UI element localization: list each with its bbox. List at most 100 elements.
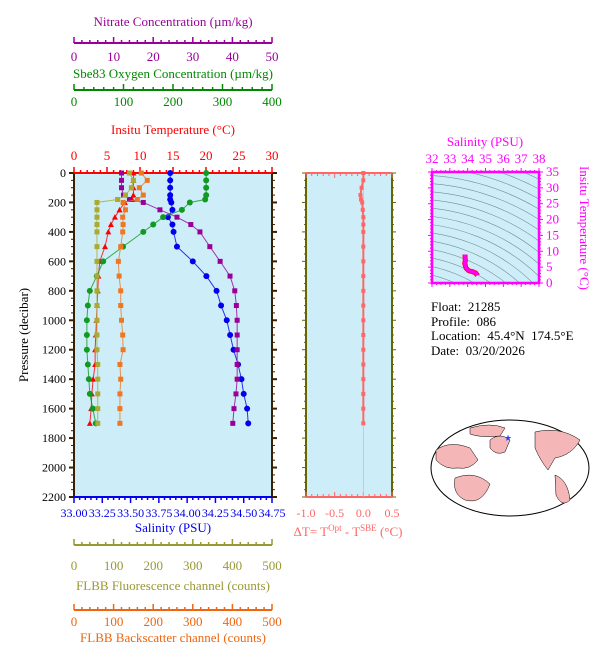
isopycnal-line (237, 247, 569, 579)
backscatter-point (118, 244, 123, 249)
nitrate-point (228, 274, 233, 279)
profile-number: Profile: 086 (431, 315, 574, 330)
nitrate-point (232, 288, 237, 293)
nitrate-point (231, 406, 236, 411)
delta-t-point (360, 186, 364, 190)
nitrate-point (233, 391, 238, 396)
backscatter-tick-label: 300 (183, 614, 203, 629)
pressure-tick-label: 1600 (42, 402, 66, 416)
location: Location: 45.4°N 174.5°E (431, 329, 574, 344)
ts-temp-axis-label: Insitu Temperature (°C) (577, 166, 592, 290)
backscatter-axis-label: FLBB Backscatter channel (counts) (80, 630, 266, 645)
fluorescence-point (95, 421, 100, 426)
ts-salinity-tick-label: 37 (515, 151, 529, 166)
salinity-point (168, 199, 174, 205)
fluorescence-point (95, 377, 100, 382)
nitrate-axis-label: Nitrate Concentration (µm/kg) (93, 14, 252, 29)
oxygen-point (187, 199, 193, 205)
delta-t-label-part: Opt (328, 523, 342, 533)
oxygen-point (86, 376, 92, 382)
oxygen-point (85, 303, 91, 309)
nitrate-tick-label: 50 (266, 49, 279, 64)
fluorescence-point (94, 222, 99, 227)
fluorescence-point (94, 288, 99, 293)
nitrate-point (235, 347, 240, 352)
salinity-tick-label: 34.00 (174, 506, 201, 520)
salinity-point (218, 303, 224, 309)
backscatter-point (145, 178, 150, 183)
ts-temp-tick-label: 30 (546, 180, 559, 195)
nitrate-point (197, 229, 202, 234)
ts-salinity-tick-label: 32 (426, 151, 439, 166)
delta-t-point (361, 348, 365, 352)
delta-t-point (361, 215, 365, 219)
fluorescence-point (94, 207, 99, 212)
delta-t-tick-label: -0.5 (325, 506, 344, 520)
ts-salinity-tick-label: 35 (479, 151, 492, 166)
delta-t-point (361, 171, 365, 175)
nitrate-point (157, 207, 162, 212)
fluorescence-point (94, 318, 99, 323)
oxygen-point (85, 361, 91, 367)
salinity-point (190, 258, 196, 264)
nitrate-tick-label: 40 (226, 49, 239, 64)
salinity-point (227, 332, 233, 338)
nitrate-point (235, 333, 240, 338)
delta-t-point (361, 421, 365, 425)
fluorescence-point (94, 347, 99, 352)
ts-salinity-axis-label: Salinity (PSU) (447, 134, 523, 149)
backscatter-point (137, 185, 142, 190)
delta-t-axis-label: ΔT= TOpt - TSBE (°C) (294, 523, 403, 539)
delta-t-point (361, 392, 365, 396)
fluorescence-tick-label: 200 (143, 558, 163, 573)
pressure-tick-label: 800 (48, 284, 66, 298)
delta-t-tick-label: -1.0 (297, 506, 316, 520)
fluorescence-point (94, 215, 99, 220)
fluorescence-point (115, 197, 120, 202)
nitrate-tick-label: 30 (186, 49, 199, 64)
nitrate-point (234, 303, 239, 308)
backscatter-point (121, 347, 126, 352)
delta-t-label-part: SBE (360, 523, 377, 533)
backscatter-tick-label: 0 (71, 614, 78, 629)
fluorescence-tick-label: 0 (71, 558, 78, 573)
float-info: Float: 21285 Profile: 086 Location: 45.4… (431, 300, 574, 358)
delta-t-point (361, 362, 365, 366)
delta-t-point (361, 333, 365, 337)
salinity-tick-label: 34.25 (202, 506, 229, 520)
oxygen-point (100, 258, 106, 264)
salinity-point (167, 185, 173, 191)
salinity-point (245, 420, 251, 426)
fluorescence-point (94, 303, 99, 308)
oxygen-point (90, 406, 96, 412)
salinity-tick-label: 33.75 (145, 506, 172, 520)
delta-t-point (361, 289, 365, 293)
oxygen-tick-label: 0 (71, 94, 78, 109)
backscatter-point (120, 229, 125, 234)
fluorescence-point (94, 274, 99, 279)
backscatter-point (141, 193, 146, 198)
fluorescence-point (123, 193, 128, 198)
backscatter-tick-label: 400 (223, 614, 243, 629)
temperature-tick-label: 10 (134, 148, 147, 163)
pressure-tick-label: 0 (60, 166, 66, 180)
backscatter-point (117, 421, 122, 426)
pressure-tick-label: 200 (48, 195, 66, 209)
oxygen-point (150, 222, 156, 228)
backscatter-point (118, 288, 123, 293)
nitrate-point (218, 259, 223, 264)
oxygen-point (140, 229, 146, 235)
oxygen-point (84, 317, 90, 323)
delta-t-label-part: (°C) (377, 524, 403, 539)
pressure-tick-label: 1400 (42, 372, 66, 386)
backscatter-point (117, 362, 122, 367)
oxygen-tick-label: 300 (213, 94, 233, 109)
salinity-point (171, 229, 177, 235)
temperature-axis-label: Insitu Temperature (°C) (111, 122, 235, 137)
salinity-tick-label: 33.00 (61, 506, 88, 520)
temperature-tick-label: 30 (266, 148, 279, 163)
float-location-marker: ★ (504, 433, 512, 443)
delta-t-point (360, 200, 364, 204)
nitrate-point (235, 362, 240, 367)
